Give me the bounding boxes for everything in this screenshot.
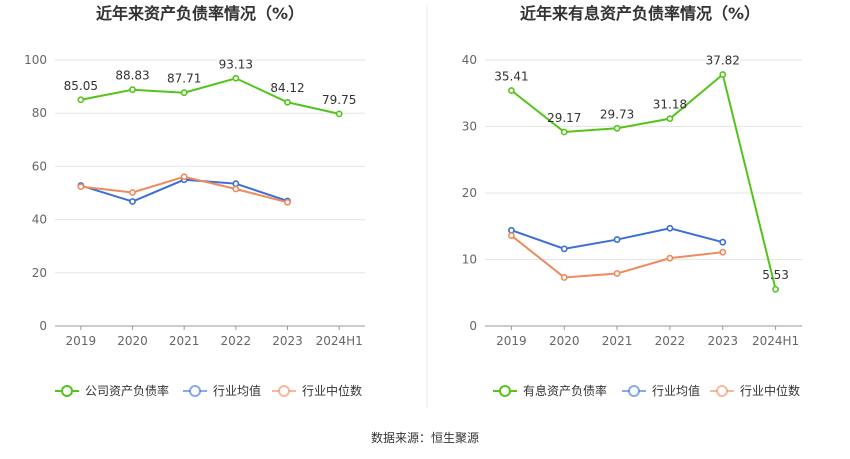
x-tick-label: 2020: [117, 334, 148, 348]
data-point: [666, 115, 674, 123]
data-point: [77, 183, 85, 191]
legend-label[interactable]: 有息资产负债率: [523, 383, 607, 398]
data-point: [613, 236, 621, 243]
data-point: [719, 71, 727, 78]
data-point: [129, 198, 136, 205]
data-label: 35.41: [494, 70, 528, 84]
data-point: [560, 274, 568, 281]
y-tick-label: 40: [32, 213, 47, 227]
data-point: [180, 89, 188, 97]
legend-marker: [189, 385, 201, 397]
y-tick-label: 60: [32, 159, 47, 173]
data-point: [335, 110, 343, 118]
data-point: [508, 232, 515, 239]
data-point: [560, 128, 568, 136]
chart-title: 近年来有息资产负债率情况（%）: [520, 4, 760, 23]
data-label: 37.82: [706, 53, 740, 67]
data-point: [613, 124, 621, 132]
data-label: 84.12: [270, 81, 304, 95]
data-label: 85.05: [64, 79, 98, 93]
legend-label[interactable]: 公司资产负债率: [85, 383, 169, 398]
data-point: [284, 98, 291, 106]
legend-marker: [499, 385, 511, 397]
data-source: 数据来源：恒生聚源: [371, 430, 479, 445]
legend-label[interactable]: 行业中位数: [740, 383, 800, 398]
data-point: [180, 173, 188, 181]
chart-debt-ratio: 近年来资产负债率情况（%） 0 20 40 60 80 100 2019 2020 2021 202…: [24, 4, 365, 398]
data-point: [772, 285, 779, 293]
data-label: 29.73: [600, 107, 634, 121]
legend-marker: [61, 385, 73, 397]
series-line: [510, 72, 777, 290]
data-label: 87.71: [167, 72, 201, 86]
data-point: [719, 248, 727, 256]
legend-label[interactable]: 行业均值: [213, 383, 261, 398]
data-label: 88.83: [115, 69, 149, 83]
chart-interest-bearing-debt-ratio: 近年来有息资产负债率情况（%） 0 10 20 30 40 2019 2020 2021 2022…: [462, 4, 802, 398]
x-tick-label: 2024H1: [752, 334, 799, 348]
data-label: 29.17: [547, 111, 581, 125]
data-point: [77, 96, 85, 104]
data-point: [284, 198, 291, 206]
data-label: 5.53: [762, 268, 789, 282]
data-point: [508, 226, 515, 234]
data-point: [129, 189, 136, 196]
y-tick-label: 0: [39, 319, 47, 333]
y-tick-label: 0: [469, 319, 477, 333]
legend-marker: [278, 385, 290, 397]
x-tick-label: 2019: [66, 334, 97, 348]
data-point: [719, 238, 727, 246]
legend-marker: [716, 385, 728, 397]
data-point: [666, 224, 674, 232]
x-tick-label: 2021: [602, 334, 633, 348]
data-point: [560, 245, 568, 253]
x-tick-label: 2022: [221, 334, 252, 348]
x-tick-label: 2023: [707, 334, 738, 348]
legend-label[interactable]: 行业中位数: [302, 383, 362, 398]
y-tick-label: 20: [462, 186, 477, 200]
y-tick-label: 20: [32, 266, 47, 280]
x-tick-label: 2020: [549, 334, 580, 348]
x-tick-label: 2019: [496, 334, 527, 348]
data-point: [232, 180, 240, 188]
data-point: [508, 87, 515, 94]
data-point: [232, 185, 240, 193]
x-tick-label: 2021: [169, 334, 200, 348]
data-label: 79.75: [322, 93, 356, 107]
data-label: 93.13: [219, 57, 253, 71]
y-tick-label: 80: [32, 106, 47, 120]
data-point: [129, 86, 136, 94]
series-line: [80, 77, 340, 115]
y-tick-label: 30: [462, 120, 477, 134]
y-tick-label: 10: [462, 253, 477, 267]
y-tick-label: 40: [462, 53, 477, 67]
data-point: [232, 74, 240, 82]
x-tick-label: 2022: [655, 334, 686, 348]
legend-label[interactable]: 行业均值: [652, 383, 700, 398]
data-label: 31.18: [653, 98, 687, 112]
x-tick-label: 2024H1: [316, 334, 363, 348]
chart-title: 近年来资产负债率情况（%）: [96, 4, 304, 23]
data-point: [613, 270, 621, 277]
data-point: [666, 254, 674, 262]
y-tick-label: 100: [24, 53, 47, 67]
x-tick-label: 2023: [272, 334, 303, 348]
legend-marker: [628, 385, 640, 397]
